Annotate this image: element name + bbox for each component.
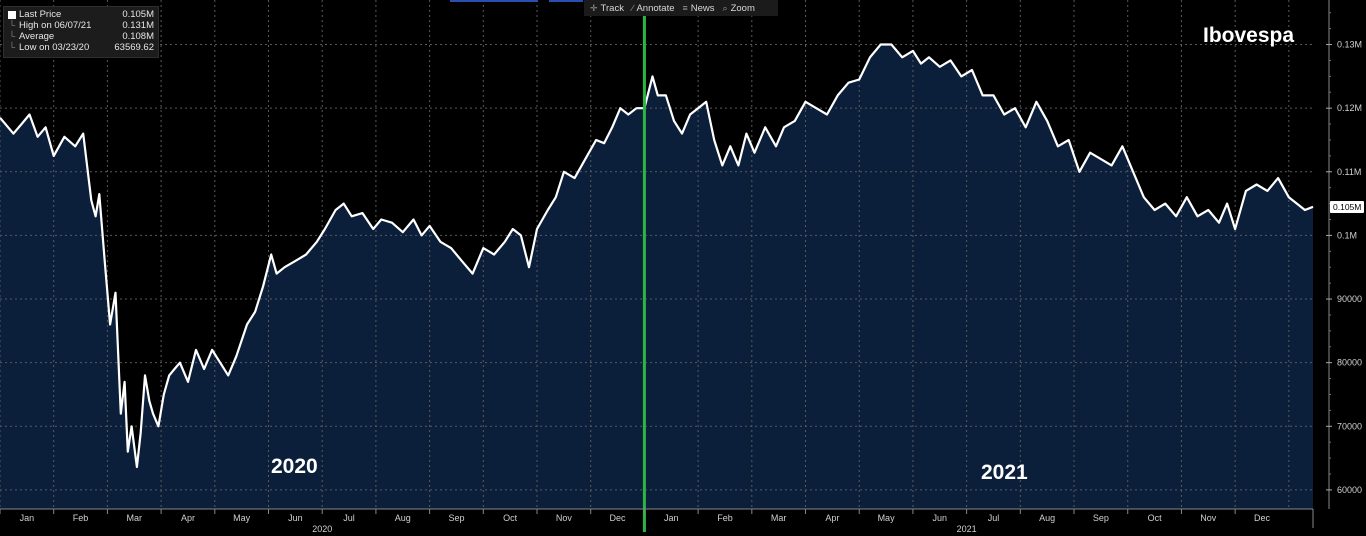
y-tick-label: 70000 [1337, 421, 1362, 431]
y-tick-label: 0.1M [1337, 230, 1357, 240]
chart-toolbar: ✛ Track ∕ Annotate ≡ News ⌕ Zoom [584, 0, 778, 16]
x-tick-label: Jul [988, 513, 1000, 523]
legend-label: Last Price [8, 9, 61, 20]
last-price-tag: 0.105M [1330, 201, 1365, 213]
toolbar-label: Track [600, 2, 624, 14]
x-tick-label: Jun [933, 513, 948, 523]
y-tick-label: 0.12M [1337, 103, 1362, 113]
x-tick-label: Feb [73, 513, 89, 523]
x-tick-label: Sep [448, 513, 464, 523]
x-year-label: 2021 [957, 524, 977, 534]
pencil-icon: ∕ [631, 3, 634, 13]
x-tick-label: Mar [771, 513, 787, 523]
legend-value: 0.105M [122, 9, 154, 20]
legend-label-text: Average [19, 31, 55, 42]
x-tick-label: Apr [825, 513, 839, 523]
toolbar-label: News [690, 2, 715, 14]
year-label-2020: 2020 [271, 455, 318, 478]
tab-accent-left [450, 0, 538, 2]
y-tick-label: 90000 [1337, 294, 1362, 304]
x-tick-label: May [878, 513, 896, 523]
legend-label: └ Low on 03/23/20 [8, 42, 89, 53]
legend-label-text: Low on 03/23/20 [19, 42, 90, 53]
grid-lines [0, 0, 1313, 509]
x-tick-label: Jul [343, 513, 355, 523]
price-area [0, 44, 1313, 509]
toolbar-label: Annotate [636, 2, 675, 14]
x-tick-label: Oct [1148, 513, 1163, 523]
x-tick-label: Jun [288, 513, 303, 523]
x-tick-label: Dec [610, 513, 627, 523]
legend-row: └ High on 06/07/21 0.131M [8, 20, 154, 31]
tree-branch-icon: └ [8, 42, 16, 52]
x-tick-label: Dec [1254, 513, 1271, 523]
tree-branch-icon: └ [8, 20, 16, 30]
series-swatch-icon [8, 10, 16, 19]
x-tick-label: Oct [503, 513, 518, 523]
legend-row: └ Low on 03/23/20 63569.62 [8, 42, 154, 53]
toolbar-track-button[interactable]: ✛ Track [590, 3, 624, 14]
x-tick-label: Mar [127, 513, 143, 523]
x-tick-label: Aug [395, 513, 411, 523]
legend-label-text: High on 06/07/21 [19, 20, 92, 31]
crosshair-icon: ✛ [590, 2, 598, 13]
x-tick-label: Feb [717, 513, 733, 523]
legend-label-text: Last Price [19, 9, 62, 20]
legend-panel: Last Price 0.105M └ High on 06/07/21 0.131M └… [3, 6, 159, 58]
x-tick-label: May [233, 513, 251, 523]
legend-row: └ Average 0.108M [8, 31, 154, 42]
legend-label: └ Average [8, 31, 54, 42]
magnifier-icon: ⌕ [722, 2, 728, 13]
tab-accent-right [549, 0, 583, 2]
legend-value: 0.108M [122, 31, 154, 42]
y-tick-label: 0.11M [1337, 167, 1361, 177]
x-tick-label: Jan [664, 513, 679, 523]
y-tick-label: 60000 [1337, 485, 1362, 495]
toolbar-annotate-button[interactable]: ∕ Annotate [632, 3, 675, 14]
year-label-2021: 2021 [981, 461, 1028, 484]
tree-branch-icon: └ [8, 31, 16, 41]
news-icon: ≡ [682, 3, 688, 13]
x-tick-label: Sep [1093, 513, 1109, 523]
x-tick-label: Aug [1039, 513, 1055, 523]
x-year-label: 2020 [312, 524, 332, 534]
x-tick-label: Apr [181, 513, 195, 523]
x-tick-label: Nov [1200, 513, 1217, 523]
toolbar-news-button[interactable]: ≡ News [683, 3, 715, 14]
x-tick-label: Jan [20, 513, 35, 523]
toolbar-zoom-button[interactable]: ⌕ Zoom [723, 3, 755, 14]
toolbar-label: Zoom [730, 2, 755, 14]
chart-title: Ibovespa [1203, 24, 1295, 47]
legend-label: └ High on 06/07/21 [8, 20, 92, 31]
legend-row: Last Price 0.105M [8, 9, 154, 20]
legend-value: 63569.62 [114, 42, 154, 53]
legend-value: 0.131M [122, 20, 154, 31]
price-line [0, 43, 1314, 469]
x-tick-label: Nov [556, 513, 573, 523]
y-tick-label: 0.13M [1337, 40, 1362, 50]
y-tick-label: 80000 [1337, 358, 1362, 368]
